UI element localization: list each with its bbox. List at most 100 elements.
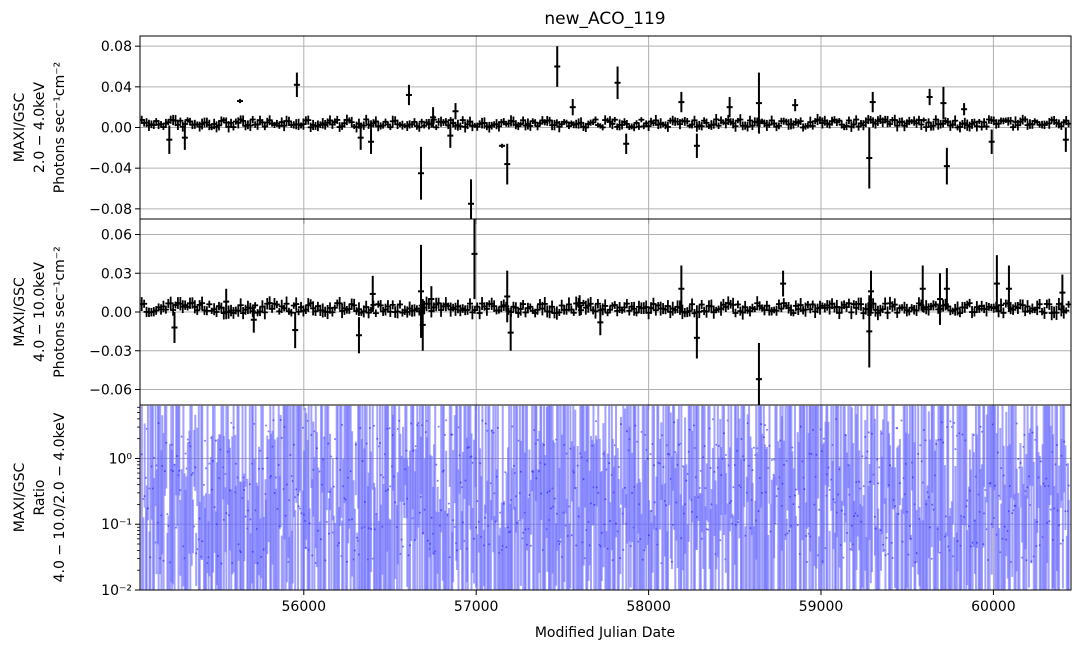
ratio-point [272,419,275,422]
ratio-point [961,433,964,436]
ratio-point [1067,484,1070,487]
ratio-point [205,467,208,470]
ratio-point [691,510,694,513]
x-tick-label: 60000 [971,599,1016,615]
ratio-point [258,467,261,470]
data-series [140,46,1071,219]
ratio-point [966,499,969,502]
ratio-point [634,424,637,427]
ratio-point [414,445,417,448]
ratio-point [761,492,764,495]
ratio-point [673,421,676,424]
x-tick-label: 59000 [799,599,844,615]
ratio-point [937,438,940,441]
ratio-point [332,485,335,488]
ratio-point [305,546,308,549]
ratio-point [402,545,405,548]
ratio-point [1025,559,1028,562]
ratio-point [280,436,283,439]
ratio-point [867,431,870,434]
ratio-point [519,470,522,473]
ratio-point [481,419,484,422]
ratio-point [649,453,652,456]
ratio-point [608,462,611,465]
ratio-point [873,515,876,518]
ratio-point [311,554,314,557]
ratio-point [1036,520,1039,523]
ratio-point [942,441,945,444]
y-axis-label-line: 4.0 − 10.0/2.0 − 4.0keV [52,412,68,582]
ratio-point [180,435,183,438]
ratio-point [593,503,596,506]
ratio-point [665,504,668,507]
ratio-point [237,543,240,546]
ratio-point [277,463,280,466]
ratio-point [361,460,364,463]
ratio-point [893,505,896,508]
ratio-point [445,419,448,422]
ratio-point [775,495,778,498]
ratio-point [214,439,217,442]
ratio-point [403,502,406,505]
ratio-point [615,522,618,525]
ratio-point [249,518,252,521]
y-axis-label-line: Photons sec⁻¹cm⁻² [52,246,68,378]
ratio-point [897,513,900,516]
ratio-point [810,452,813,455]
ratio-point [920,460,923,463]
ratio-point [600,531,603,534]
ratio-point [1058,524,1061,527]
ratio-point [918,517,921,520]
ratio-point [262,548,265,551]
ratio-point [452,519,455,522]
y-axis-label-line: Ratio [32,480,48,516]
ratio-point [424,431,427,434]
ratio-point [815,453,818,456]
ratio-point [646,457,649,460]
ratio-point [325,521,328,524]
ratio-point [670,560,673,563]
ratio-point [1049,508,1052,511]
ratio-point [858,480,861,483]
ratio-point [768,444,771,447]
ratio-point [544,463,547,466]
ratio-point [822,437,825,440]
ratio-point [576,464,579,467]
ratio-point [832,498,835,501]
ratio-point [354,443,357,446]
ratio-point [440,509,443,512]
ratio-point [760,423,763,426]
ratio-point [370,528,373,531]
ratio-point [878,466,881,469]
ratio-point [461,521,464,524]
ratio-point [376,437,379,440]
ratio-point [766,428,769,431]
ratio-point [398,419,401,422]
ratio-point [435,463,438,466]
ratio-point [484,422,487,425]
ratio-point [220,562,223,565]
ratio-point [965,505,968,508]
ratio-point [546,491,549,494]
ratio-point [260,555,263,558]
ratio-point [338,541,341,544]
ratio-point [662,466,665,469]
ratio-point [877,482,880,485]
ratio-point [201,540,204,543]
ratio-point [536,439,539,442]
x-axis-label: Modified Julian Date [535,625,675,641]
ratio-point [473,537,476,540]
ratio-point [861,455,864,458]
ratio-point [529,544,532,547]
ratio-point [308,522,311,525]
ratio-point [604,498,607,501]
ratio-point [483,516,486,519]
ratio-point [889,464,892,467]
ratio-point [319,538,322,541]
ratio-point [619,423,622,426]
ratio-point [184,452,187,455]
ratio-point [225,512,228,515]
ratio-point [162,559,165,562]
ratio-point [898,482,901,485]
ratio-point [924,439,927,442]
